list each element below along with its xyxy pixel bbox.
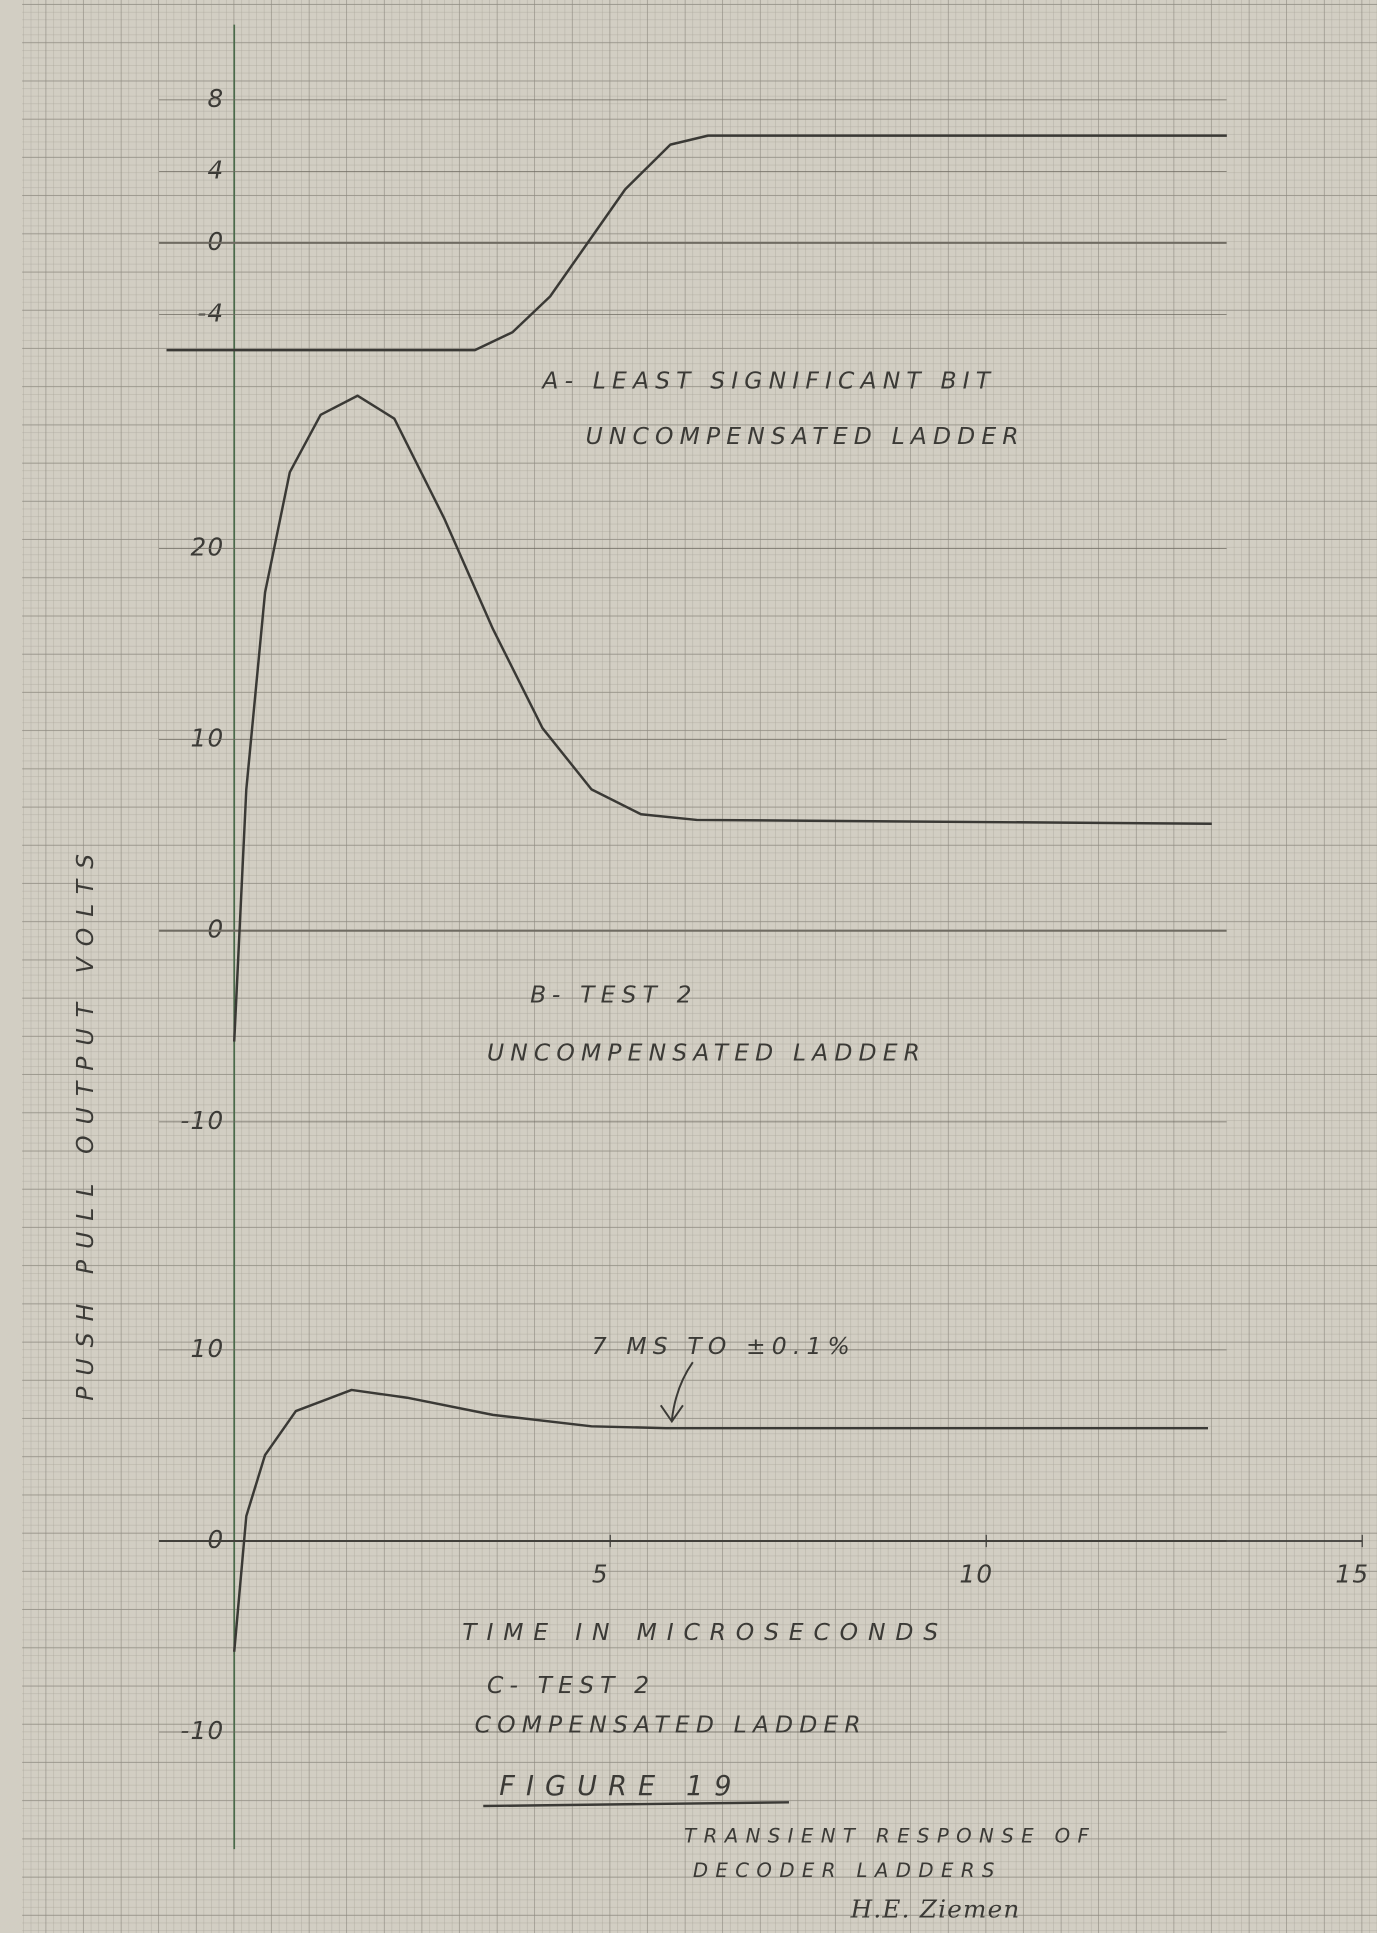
annotation: B- TEST 2 [530,981,698,1009]
y-tick-label: 8 [207,84,224,113]
y-tick-label: -4 [197,298,224,327]
y-tick-label: 10 [191,1334,225,1363]
y-axis-label: PUSH PULL OUTPUT VOLTS [71,843,99,1401]
y-tick-label: 0 [207,915,224,944]
data-line [232,394,1212,1042]
annotation: C- TEST 2 [487,1671,655,1699]
annotation-arrow [659,1361,694,1424]
y-tick-label: -10 [180,1106,224,1135]
graph-grid [22,0,1377,1933]
caption-line: TRANSIENT RESPONSE OF [684,1824,1096,1847]
annotation: A- LEAST SIGNIFICANT BIT [540,367,996,395]
y-tick-label: 20 [191,533,225,562]
y-tick-label: 0 [207,227,224,256]
y-tick-label: -10 [180,1716,224,1745]
x-axis-label: TIME IN MICROSECONDS [462,1618,948,1646]
caption-line: DECODER LADDERS [693,1859,1002,1882]
signature: H.E. Ziemen [850,1894,1021,1923]
data-line [166,134,1227,352]
y-tick-label: 0 [207,1525,224,1554]
annotation: COMPENSATED LADDER [475,1710,867,1738]
x-tick-label: 15 [1335,1559,1369,1588]
annotation: UNCOMPENSATED LADDER [586,422,1025,450]
title-underline [483,1801,789,1808]
y-tick-label: 4 [207,155,224,184]
y-tick-label: 10 [191,724,225,753]
x-tick-label: 5 [592,1559,609,1588]
figure-title: FIGURE 19 [499,1771,742,1802]
annotation: UNCOMPENSATED LADDER [487,1039,926,1067]
data-line [232,1388,1208,1652]
annotation: 7 MS TO ±0.1% [592,1332,856,1360]
x-tick-label: 10 [959,1559,993,1588]
